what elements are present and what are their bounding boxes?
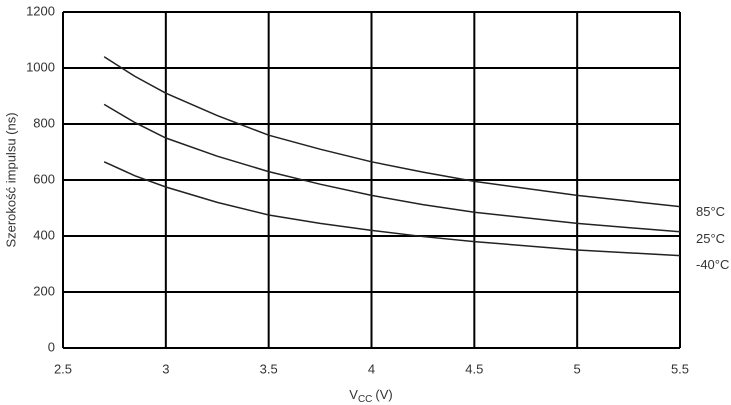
x-tick-label: 3.5 xyxy=(260,361,278,376)
y-tick-label: 1000 xyxy=(26,59,55,74)
series-line xyxy=(103,56,681,208)
x-tick-label: 5.5 xyxy=(671,361,689,376)
y-tick-label: 800 xyxy=(33,115,55,130)
y-tick-label: 200 xyxy=(33,283,55,298)
y-tick-label: 400 xyxy=(33,227,55,242)
x-axis-label: VCC (V) xyxy=(349,387,392,404)
x-tick-label: 5 xyxy=(574,361,581,376)
series-label: 25°C xyxy=(696,231,725,246)
x-tick-label: 4.5 xyxy=(465,361,483,376)
y-axis-label: Szerokość impulsu (ns) xyxy=(3,112,18,247)
x-label-symbol: V xyxy=(349,387,358,402)
series-label: -40°C xyxy=(696,257,729,272)
series-line xyxy=(103,161,681,257)
x-tick-label: 3 xyxy=(162,361,169,376)
x-label-subscript: CC xyxy=(358,394,372,405)
y-tick-label: 600 xyxy=(33,171,55,186)
y-tick-label: 0 xyxy=(48,339,55,354)
x-tick-label: 2.5 xyxy=(54,361,72,376)
y-tick-label: 1200 xyxy=(26,3,55,18)
x-tick-label: 4 xyxy=(368,361,375,376)
series-line xyxy=(103,103,681,233)
series-label: 85°C xyxy=(696,204,725,219)
x-label-unit: (V) xyxy=(375,387,392,402)
